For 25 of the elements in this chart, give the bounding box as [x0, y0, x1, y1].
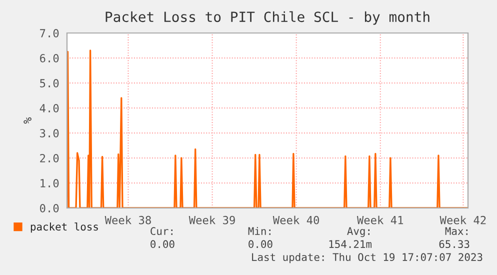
- legend-label: packet loss: [30, 222, 98, 233]
- text: Last update: Thu Oct 19 17:07:07 2023: [252, 252, 482, 264]
- text: Cur:: [150, 227, 172, 236]
- y-axis-title: %: [24, 117, 32, 124]
- text: Avg:: [347, 227, 370, 238]
- x-tick-label: Week 42: [440, 216, 486, 224]
- y-tick-label: 1.0: [40, 179, 59, 188]
- text: 154.21m: [329, 240, 372, 248]
- x-tick-label: Week 41: [356, 216, 404, 224]
- y-tick-label: 0.0: [40, 204, 59, 212]
- x-tick-label: Week 40: [272, 216, 320, 224]
- text: Min:: [248, 226, 270, 235]
- text: 0.00: [150, 240, 174, 248]
- y-tick-label: 3.0: [40, 129, 59, 138]
- x-tick-label: Week 38: [104, 216, 151, 224]
- x-tick-label: Week 39: [188, 216, 235, 224]
- text: 0.00: [248, 240, 272, 248]
- y-tick-label: 7.0: [40, 29, 59, 38]
- y-tick-label: 5.0: [40, 79, 59, 88]
- text: Max:: [445, 227, 468, 236]
- text: 65.33: [439, 240, 470, 248]
- y-tick-label: 2.0: [40, 154, 59, 162]
- y-tick-label: 4.0: [40, 104, 59, 112]
- y-tick-label: 6.0: [40, 54, 59, 62]
- chart-title: Packet Loss to PIT Chile SCL - by month: [106, 11, 430, 25]
